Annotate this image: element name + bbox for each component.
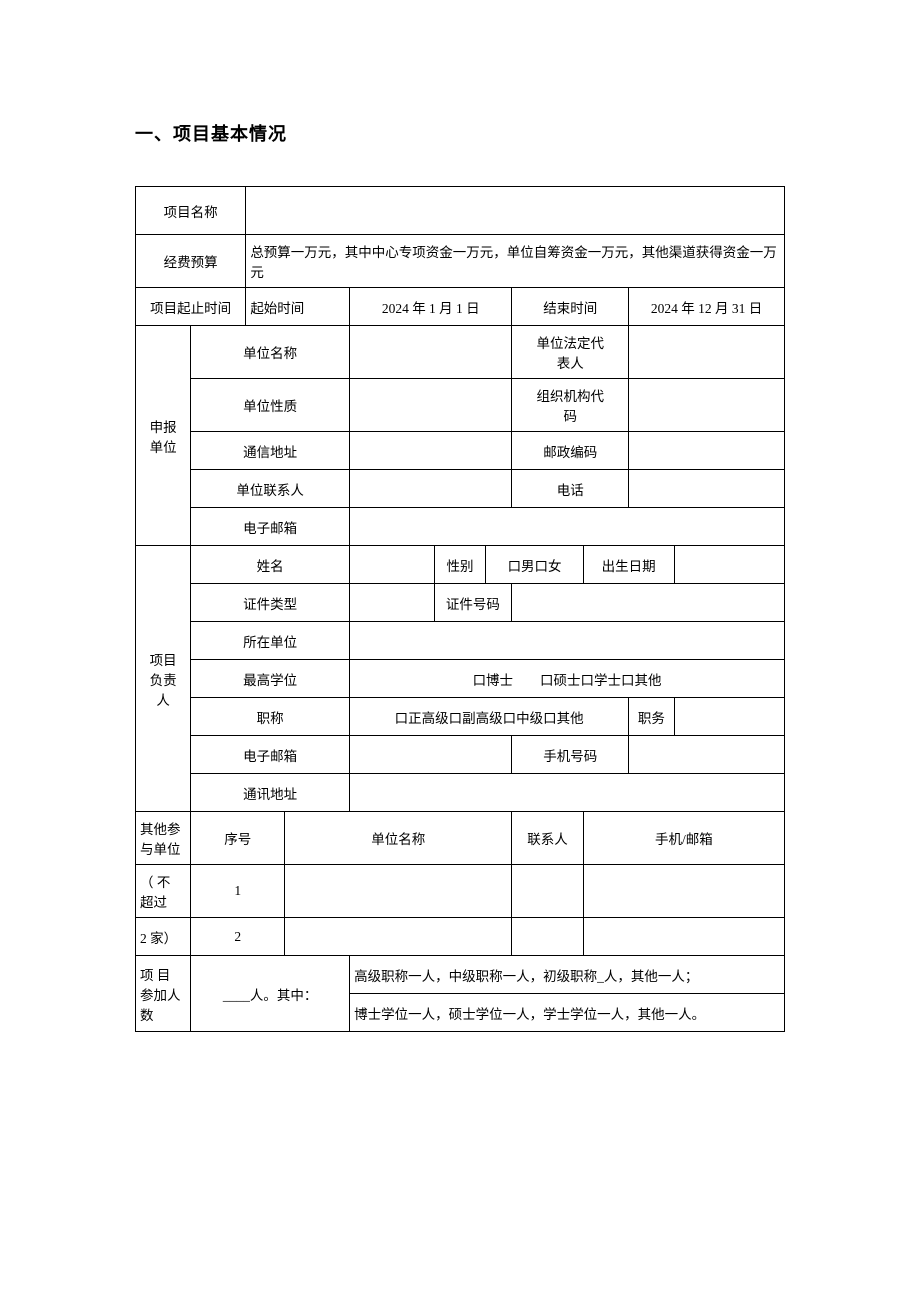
- field-org-code[interactable]: [629, 379, 785, 432]
- field-org-contact[interactable]: [350, 470, 512, 508]
- field-legal-rep[interactable]: [629, 326, 785, 379]
- section-heading: 一、项目基本情况: [135, 120, 785, 146]
- label-lead-email: 电子邮箱: [191, 736, 350, 774]
- participants-line1: 高级职称一人，中级职称一人，初级职称_人，其他一人；: [350, 956, 785, 994]
- label-position: 职务: [629, 698, 674, 736]
- field-mobile[interactable]: [629, 736, 785, 774]
- other-unit-row1-name[interactable]: [285, 865, 512, 918]
- field-org-email[interactable]: [350, 508, 785, 546]
- label-work-unit: 所在单位: [191, 622, 350, 660]
- field-postal-code[interactable]: [629, 432, 785, 470]
- label-project-period: 项目起止时间: [136, 288, 246, 326]
- label-budget: 经费预算: [136, 235, 246, 288]
- label-org-name: 单位名称: [191, 326, 350, 379]
- label-birth-date: 出生日期: [583, 546, 674, 584]
- field-lead-email[interactable]: [350, 736, 512, 774]
- label-highest-degree: 最高学位: [191, 660, 350, 698]
- field-gender-options[interactable]: 口男口女: [486, 546, 583, 584]
- label-seq: 序号: [191, 812, 285, 865]
- label-max-two: （ 不 超过: [136, 865, 191, 918]
- label-unit-name-col: 单位名称: [285, 812, 512, 865]
- label-legal-rep: 单位法定代表人: [512, 326, 629, 379]
- label-project-lead: 项目负责人: [136, 546, 191, 812]
- field-id-type[interactable]: [350, 584, 434, 622]
- other-unit-row2-seq: 2: [191, 918, 285, 956]
- label-org-nature: 单位性质: [191, 379, 350, 432]
- field-id-number[interactable]: [512, 584, 785, 622]
- field-org-name[interactable]: [350, 326, 512, 379]
- field-work-unit[interactable]: [350, 622, 785, 660]
- label-org-email: 电子邮箱: [191, 508, 350, 546]
- other-unit-row1-mobile[interactable]: [583, 865, 784, 918]
- label-org-code: 组织机构代码: [512, 379, 629, 432]
- field-birth-date[interactable]: [674, 546, 784, 584]
- label-phone: 电话: [512, 470, 629, 508]
- participants-line2: 博士学位一人，硕士学位一人，学士学位一人，其他一人。: [350, 994, 785, 1032]
- label-start-time: 起始时间: [246, 288, 350, 326]
- field-org-nature[interactable]: [350, 379, 512, 432]
- field-end-date: 2024 年 12 月 31 日: [629, 288, 785, 326]
- label-applying-org: 申报单位: [136, 326, 191, 546]
- label-gender: 性别: [434, 546, 486, 584]
- other-unit-row1-contact[interactable]: [512, 865, 583, 918]
- field-contact-addr[interactable]: [350, 774, 785, 812]
- field-phone[interactable]: [629, 470, 785, 508]
- label-two-orgs: 2 家）: [136, 918, 191, 956]
- field-degree-options[interactable]: 口博士 口硕士口学士口其他: [350, 660, 785, 698]
- label-contact-addr: 通讯地址: [191, 774, 350, 812]
- field-address[interactable]: [350, 432, 512, 470]
- label-mobile-email-col: 手机/邮箱: [583, 812, 784, 865]
- other-unit-row1-seq: 1: [191, 865, 285, 918]
- other-unit-row2-name[interactable]: [285, 918, 512, 956]
- field-project-name[interactable]: [246, 187, 785, 235]
- field-lead-name[interactable]: [350, 546, 434, 584]
- label-address: 通信地址: [191, 432, 350, 470]
- label-postal-code: 邮政编码: [512, 432, 629, 470]
- label-id-number: 证件号码: [434, 584, 512, 622]
- label-other-units: 其他参与单位: [136, 812, 191, 865]
- label-mobile: 手机号码: [512, 736, 629, 774]
- project-info-table: 项目名称 经费预算 总预算一万元，其中中心专项资金一万元，单位自筹资金一万元，其…: [135, 186, 785, 1032]
- label-id-type: 证件类型: [191, 584, 350, 622]
- field-start-date: 2024 年 1 月 1 日: [350, 288, 512, 326]
- other-unit-row2-contact[interactable]: [512, 918, 583, 956]
- label-project-name: 项目名称: [136, 187, 246, 235]
- field-budget: 总预算一万元，其中中心专项资金一万元，单位自筹资金一万元，其他渠道获得资金一万元: [246, 235, 785, 288]
- field-title-options[interactable]: 口正高级口副高级口中级口其他: [350, 698, 629, 736]
- label-title: 职称: [191, 698, 350, 736]
- label-org-contact: 单位联系人: [191, 470, 350, 508]
- label-end-time: 结束时间: [512, 288, 629, 326]
- field-position[interactable]: [674, 698, 784, 736]
- label-participants: 项 目 参加人数: [136, 956, 191, 1032]
- label-lead-name: 姓名: [191, 546, 350, 584]
- field-participants-count[interactable]: ____人。其中：: [191, 956, 350, 1032]
- other-unit-row2-mobile[interactable]: [583, 918, 784, 956]
- label-contact-col: 联系人: [512, 812, 583, 865]
